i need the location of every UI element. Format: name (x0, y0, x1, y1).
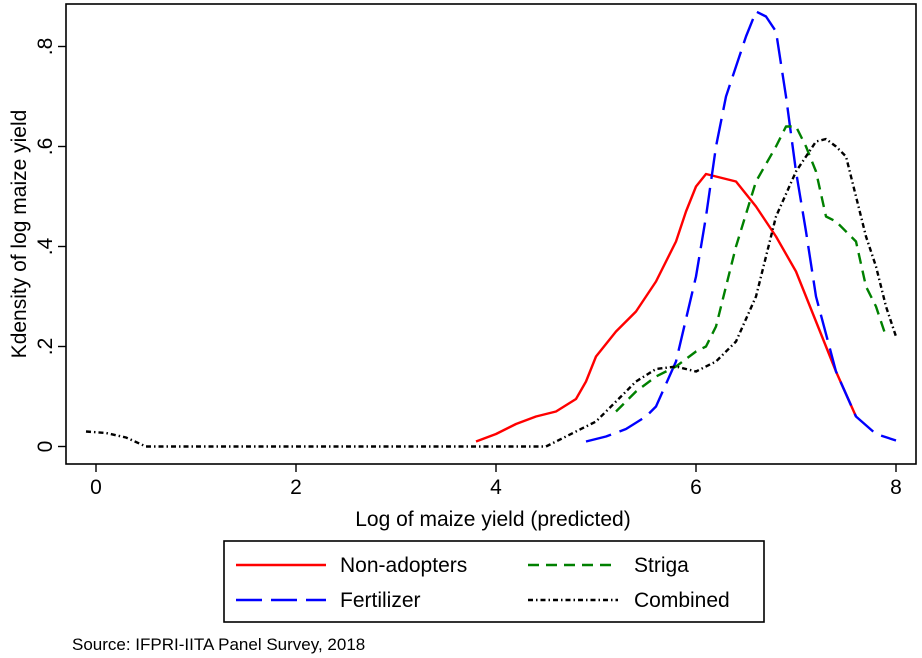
y-tick-label: 0 (34, 441, 57, 453)
series-line-combined (85, 137, 898, 448)
legend-label-fertilizer: Fertilizer (340, 589, 421, 612)
x-tick-label: 2 (290, 476, 302, 499)
series-line-non-adopters (475, 172, 858, 443)
x-tick-label: 8 (890, 476, 902, 499)
x-tick-label: 6 (690, 476, 702, 499)
axes: 0 2 4 6 8 0 .2 .4 .6 .8 (34, 38, 902, 499)
legend-label-non-adopters: Non-adopters (340, 554, 467, 577)
legend-label-striga: Striga (634, 554, 689, 577)
legend-label-combined: Combined (634, 589, 730, 612)
series-line-fertilizer (585, 10, 897, 443)
y-tick-label: .6 (34, 138, 57, 156)
legend-box (223, 540, 765, 623)
y-tick-label: .8 (34, 38, 57, 56)
x-tick-label: 4 (490, 476, 502, 499)
source-note: Source: IFPRI-IITA Panel Survey, 2018 (72, 635, 365, 654)
legend: Non-adopters Fertilizer Striga Combined (223, 540, 765, 623)
plot-frame (65, 3, 917, 465)
y-tick-label: .4 (34, 237, 57, 255)
x-tick-label: 0 (90, 476, 102, 499)
y-tick-label: .2 (34, 338, 57, 356)
y-axis-title: Kdensity of log maize yield (8, 110, 31, 359)
x-axis-title: Log of maize yield (predicted) (355, 508, 630, 531)
series-line-striga (615, 125, 888, 413)
series-lines (85, 10, 898, 448)
